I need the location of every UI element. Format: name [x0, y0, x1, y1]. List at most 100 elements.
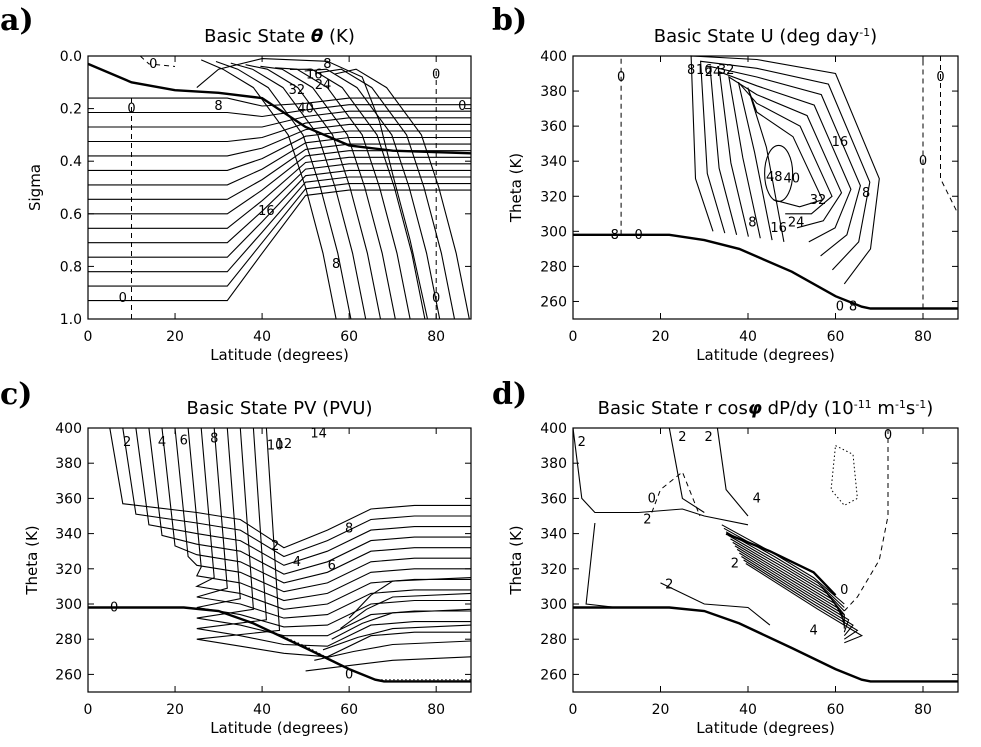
- contour-label: 16: [258, 204, 275, 219]
- x-tick-label: 0: [84, 702, 93, 718]
- theta-contour: [88, 117, 471, 143]
- y-tick-label: 380: [540, 456, 567, 472]
- contour-label: 4: [753, 491, 761, 506]
- pv-contour: [305, 656, 472, 672]
- jet-contour: [230, 62, 367, 320]
- contour-label: 0: [432, 67, 440, 82]
- y-axis-title: Theta (K): [23, 525, 41, 595]
- contour-label: 0: [458, 99, 466, 114]
- contour-label: 48: [766, 170, 783, 185]
- y-tick-label: 400: [540, 421, 567, 437]
- contour-label: 32: [718, 63, 735, 78]
- x-axis-title: Latitude (degrees): [210, 346, 349, 364]
- pv-contour: [161, 427, 471, 584]
- y-tick-label: 300: [540, 224, 567, 240]
- grad-contour: [736, 548, 845, 629]
- y-tick-label: 300: [540, 597, 567, 613]
- y-tick-label: 360: [540, 119, 567, 135]
- x-tick-label: 0: [84, 329, 93, 345]
- x-tick-label: 0: [569, 329, 578, 345]
- contour-label: 4: [809, 623, 817, 638]
- wind-contour: [728, 75, 843, 239]
- contour-label: 2: [665, 578, 673, 593]
- grad-contour: [716, 427, 749, 517]
- grad-contour: [743, 559, 859, 640]
- x-tick-label: 60: [827, 329, 845, 345]
- grad-contour: [725, 531, 845, 612]
- grad-max: [725, 532, 837, 597]
- jet-contour: [334, 68, 470, 320]
- contour-label: 0: [634, 228, 642, 243]
- zero-contour: [88, 607, 471, 681]
- pv-contour: [340, 592, 472, 630]
- x-tick-label: 60: [827, 702, 845, 718]
- chart-title: Basic State PV (PVU): [186, 398, 372, 419]
- grad-contour: [585, 522, 617, 609]
- x-tick-label: 20: [166, 329, 184, 345]
- contour-label: 2: [678, 430, 686, 445]
- lower-boundary: [573, 606, 958, 683]
- x-tick-label: 80: [914, 329, 932, 345]
- panel-label: a): [0, 3, 34, 38]
- y-tick-label: 0.2: [60, 102, 82, 118]
- contour-label: -8: [606, 228, 619, 243]
- x-tick-label: 80: [914, 702, 932, 718]
- plot-frame: [572, 55, 959, 320]
- panel-label: c): [0, 377, 32, 412]
- contour-label: 16: [306, 67, 323, 82]
- y-tick-label: 380: [55, 456, 82, 472]
- zero-contour: [843, 428, 889, 612]
- x-tick-label: 60: [340, 329, 358, 345]
- theta-contour: [88, 189, 471, 302]
- jet-contour: [304, 68, 441, 320]
- chart-title: Basic State U (deg day-1): [654, 26, 877, 48]
- negative-contour: [830, 445, 858, 507]
- x-tick-label: 40: [739, 702, 757, 718]
- x-tick-label: 80: [427, 329, 445, 345]
- contour-label: 0: [840, 583, 848, 598]
- jet-contour: [289, 68, 426, 320]
- y-tick-label: 260: [55, 667, 82, 683]
- theta-contour: [88, 176, 471, 273]
- x-tick-label: 40: [253, 702, 271, 718]
- contour-label: 24: [315, 78, 332, 93]
- y-axis-title: Theta (K): [507, 153, 525, 223]
- grad-contour: [572, 427, 749, 526]
- pv-contour: [196, 427, 471, 619]
- wind-contour: [737, 81, 833, 241]
- x-tick-label: 20: [166, 702, 184, 718]
- pv-contour: [348, 577, 472, 619]
- chart-title: Basic State r cosφ dP/dy (10-11 m-1s-1): [598, 398, 934, 420]
- pv-contour: [322, 624, 472, 651]
- contour-label: 16: [770, 221, 787, 236]
- contour-label: 8: [345, 521, 353, 536]
- pv-contour: [109, 427, 471, 549]
- y-tick-label: 320: [540, 562, 567, 578]
- contour-label: 4: [158, 435, 166, 450]
- y-tick-label: 0.4: [60, 154, 82, 170]
- lower-boundary: [88, 606, 471, 683]
- panel-d: d) Basic State r cosφ dP/dy (10-11 m-1s-1…: [492, 377, 959, 737]
- tropopause: [87, 62, 472, 155]
- grad-contour: [745, 563, 864, 644]
- contour-label: 0: [836, 300, 844, 315]
- grad-contour: [732, 541, 845, 622]
- y-tick-label: 340: [55, 527, 82, 543]
- y-axis-title: Theta (K): [507, 525, 525, 595]
- y-tick-label: 260: [540, 294, 567, 310]
- zero-contour: [139, 55, 176, 67]
- theta-contour: [88, 123, 471, 157]
- contour-label: 0: [936, 70, 944, 85]
- y-tick-label: 360: [55, 491, 82, 507]
- wind-contour: [690, 55, 880, 285]
- theta-contour: [88, 143, 471, 200]
- contour-label: 16: [696, 63, 713, 78]
- pv-contour: [122, 427, 471, 558]
- contour-label: 0: [617, 70, 625, 85]
- y-tick-label: 320: [540, 189, 567, 205]
- y-tick-label: 340: [540, 154, 567, 170]
- contour-label: 0: [127, 102, 135, 117]
- contour-label: 6: [180, 433, 188, 448]
